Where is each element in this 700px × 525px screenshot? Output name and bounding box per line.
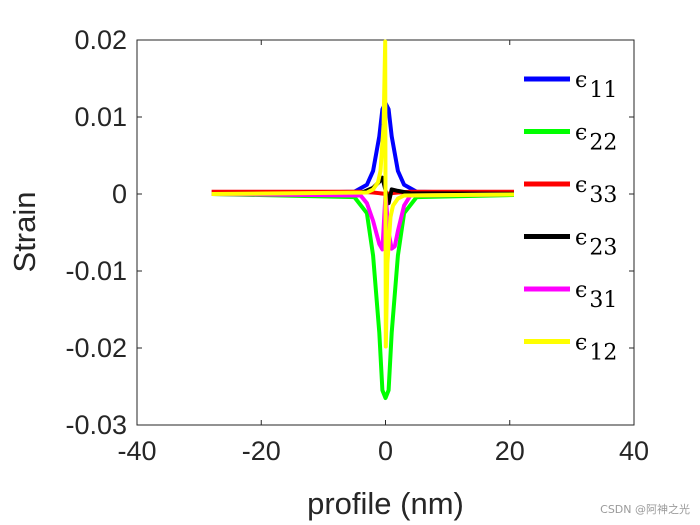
watermark: CSDN @阿神之光 — [600, 503, 690, 516]
y-tick-label: -0.01 — [65, 256, 127, 286]
legend-box — [514, 58, 626, 378]
legend-label-31: ϵ31 — [575, 278, 617, 313]
y-tick-label: -0.03 — [65, 410, 127, 440]
x-tick-label: 40 — [619, 436, 649, 466]
legend-label-12: ϵ12 — [575, 331, 617, 366]
x-axis-label: profile (nm) — [307, 486, 464, 521]
legend-symbol: ϵ — [575, 173, 587, 198]
y-axis-label: Strain — [7, 192, 42, 273]
series-line-12 — [211, 39, 560, 349]
x-tick-label: -20 — [242, 436, 281, 466]
legend-symbol: ϵ — [575, 278, 587, 303]
legend-symbol: ϵ — [575, 331, 587, 356]
legend-label-22: ϵ22 — [575, 121, 617, 156]
legend-symbol: ϵ — [575, 121, 587, 146]
legend-label-23: ϵ23 — [575, 226, 617, 261]
y-tick-label: 0 — [112, 179, 127, 209]
legend-subscript: 11 — [589, 78, 617, 103]
legend-subscript: 31 — [589, 288, 617, 313]
x-tick-label: 20 — [495, 436, 525, 466]
series-lines — [211, 39, 560, 400]
legend-subscript: 33 — [589, 183, 617, 208]
x-tick-label: -40 — [117, 436, 156, 466]
axis-ticks: -40 -20 0 20 40 0.02 0.01 0 -0.01 -0.02 -0.03 — [65, 25, 649, 466]
y-tick-label: 0.02 — [74, 25, 127, 55]
legend-symbol: ϵ — [575, 226, 587, 251]
x-tick-label: 0 — [378, 436, 393, 466]
y-tick-label: -0.02 — [65, 333, 127, 363]
legend-label-33: ϵ33 — [575, 173, 617, 208]
legend-subscript: 23 — [589, 236, 617, 261]
legend-subscript: 12 — [589, 341, 617, 366]
legend-symbol: ϵ — [575, 68, 587, 93]
y-tick-label: 0.01 — [74, 102, 127, 132]
legend-subscript: 22 — [589, 131, 617, 156]
legend-label-11: ϵ11 — [575, 68, 617, 103]
